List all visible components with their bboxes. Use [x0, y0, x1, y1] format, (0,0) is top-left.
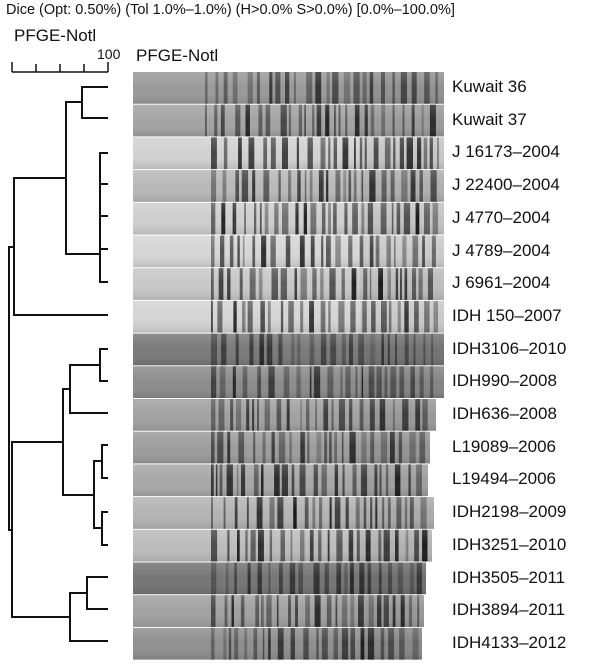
gel-lane: [133, 72, 444, 104]
lane-label: J 6961–2004: [452, 273, 551, 293]
lane-label: J 4789–2004: [452, 240, 551, 260]
lane-label: IDH2198–2009: [452, 502, 567, 522]
lane-label: IDH4133–2012: [452, 632, 567, 652]
gel-title: PFGE-Notl: [136, 46, 219, 65]
lane-label: J 4770–2004: [452, 207, 551, 227]
gel-lane: [133, 137, 444, 170]
lane-label: IDH3505–2011: [452, 567, 566, 587]
scale-title: PFGE-Notl: [14, 26, 97, 45]
gel-lane: [133, 170, 444, 202]
lane-label: J 22400–2004: [452, 175, 560, 195]
similarity-settings-header: Dice (Opt: 0.50%) (Tol 1.0%–1.0%) (H>0.0…: [6, 2, 455, 18]
gel-lane: [133, 235, 444, 268]
lane-label: IDH990–2008: [452, 371, 557, 391]
lane-label: Kuwait 37: [452, 109, 527, 129]
lane-label: J 16173–2004: [452, 142, 560, 162]
gel-lane: [133, 431, 430, 464]
gel-lane: [133, 399, 436, 431]
lane-label: Kuwait 36: [452, 77, 527, 96]
gel-lane: [133, 529, 432, 562]
gel-lane: [133, 104, 444, 137]
gel-lane: [133, 497, 434, 529]
gel-lane: [133, 562, 426, 595]
lane-label: IDH 150–2007: [452, 305, 562, 325]
similarity-scale: [11, 62, 109, 73]
dendrogram: [8, 86, 108, 642]
lane-label: IDH3894–2011: [452, 600, 566, 620]
lane-label: L19494–2006: [452, 469, 557, 489]
lane-label: L19089–2006: [452, 436, 557, 456]
gel-lane: [133, 268, 444, 300]
gel-lane: [133, 627, 422, 660]
gel-lane: [133, 202, 444, 235]
lane-label: IDH3251–2010: [452, 534, 567, 554]
gel-lane: [133, 333, 444, 366]
gel-lane: [133, 464, 428, 497]
lane-label: IDH636–2008: [452, 404, 557, 423]
gel-lane: [133, 366, 444, 398]
scale-max-label: 100: [97, 46, 121, 62]
lane-label: IDH3106–2010: [452, 338, 567, 358]
gel-lanes: [133, 72, 444, 660]
gel-lane: [133, 595, 424, 627]
gel-lane: [133, 300, 444, 333]
